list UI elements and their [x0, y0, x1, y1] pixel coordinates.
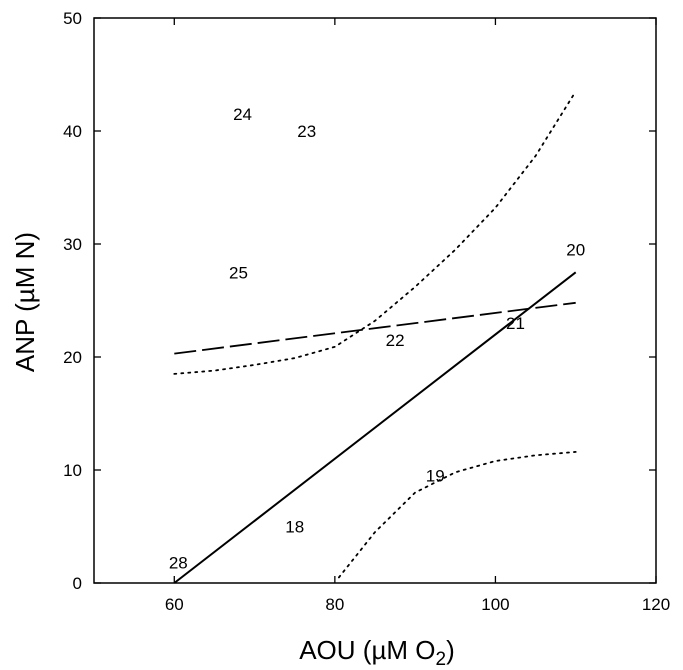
plot-frame [93, 17, 657, 584]
data-point-label: 20 [566, 241, 585, 260]
data-point-label: 21 [506, 314, 525, 333]
x-tick-label: 80 [325, 595, 344, 614]
data-point-label: 18 [285, 518, 304, 537]
x-tick-label: 100 [481, 595, 509, 614]
y-tick-label: 0 [73, 574, 82, 593]
x-tick-label: 120 [642, 595, 670, 614]
data-point-label: 19 [426, 467, 445, 486]
data-point-label: 24 [233, 105, 252, 124]
point-labels: 18 19 20 21 22 23 24 25 28 [169, 105, 585, 573]
series-line-dashed [174, 301, 576, 355]
series-line-solid [173, 271, 577, 584]
y-tick-label: 20 [63, 348, 82, 367]
data-point-label: 23 [297, 122, 316, 141]
y-tick-label: 10 [63, 461, 82, 480]
y-tick-label: 50 [63, 9, 82, 28]
data-point-label: 25 [229, 263, 248, 282]
y-axis-title: ANP (µM N) [10, 232, 40, 372]
series-line-dotted [337, 450, 577, 579]
y-tick-label: 40 [63, 122, 82, 141]
x-axis-title: AOU (µM O2) [299, 635, 455, 670]
data-point-label: 22 [386, 331, 405, 350]
series-line-dotted [173, 90, 577, 375]
y-tick-label: 30 [63, 235, 82, 254]
tick-group: 60 80 100 120 0 10 20 30 40 50 [63, 9, 670, 614]
x-tick-label: 60 [165, 595, 184, 614]
data-point-label: 28 [169, 554, 188, 573]
series-lines [173, 90, 577, 584]
